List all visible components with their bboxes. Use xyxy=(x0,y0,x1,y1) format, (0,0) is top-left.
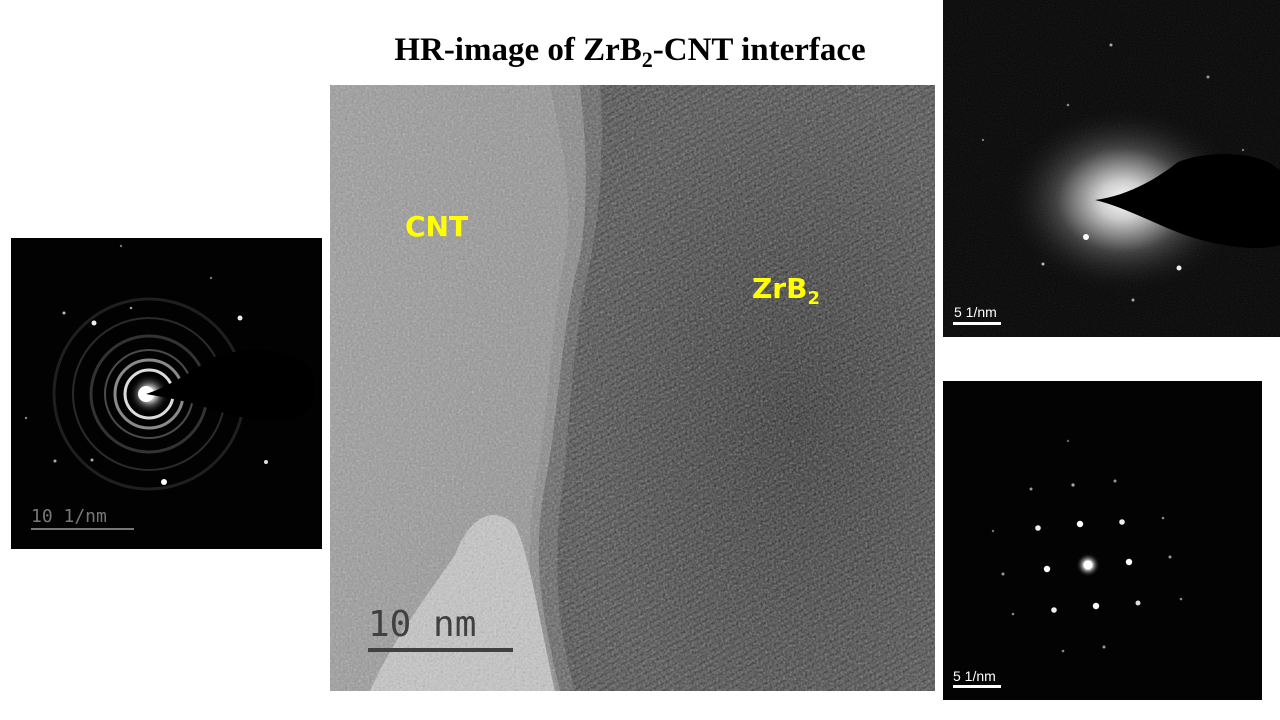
hr-scalebar xyxy=(368,648,513,652)
saed-top-right-pattern xyxy=(943,0,1280,337)
saed-top-right-scalebar xyxy=(953,322,1001,325)
cnt-label: CNT xyxy=(405,210,469,243)
saed-bottom-right-scalebar xyxy=(953,685,1001,688)
saed-top-right-scalebar-label: 5 1/nm xyxy=(954,304,997,320)
saed-left-pattern xyxy=(24,244,316,491)
title-tail: -CNT interface xyxy=(652,32,866,68)
zrb2-label-main: ZrB xyxy=(752,272,808,305)
zrb2-label: ZrB2 xyxy=(752,272,820,308)
title-subscript: 2 xyxy=(641,47,653,72)
saed-bottom-right-scalebar-label: 5 1/nm xyxy=(953,668,996,684)
saed-left-panel: 10 1/nm xyxy=(11,238,322,549)
saed-bottom-right-panel: 5 1/nm xyxy=(943,381,1262,700)
saed-bottom-right-pattern xyxy=(991,439,1183,653)
figure-title: HR-image of ZrB2-CNT interface xyxy=(330,28,930,72)
zrb2-label-subscript: 2 xyxy=(807,288,820,309)
hr-tem-image: CNT ZrB2 10 nm xyxy=(330,85,935,691)
title-main: HR-image of ZrB xyxy=(394,32,642,68)
saed-top-right-panel: 5 1/nm xyxy=(943,0,1280,337)
hr-tem-texture xyxy=(330,85,935,691)
hr-scalebar-label: 10 nm xyxy=(368,604,477,645)
saed-left-scalebar-label: 10 1/nm xyxy=(31,506,107,527)
saed-left-scalebar xyxy=(31,528,134,530)
